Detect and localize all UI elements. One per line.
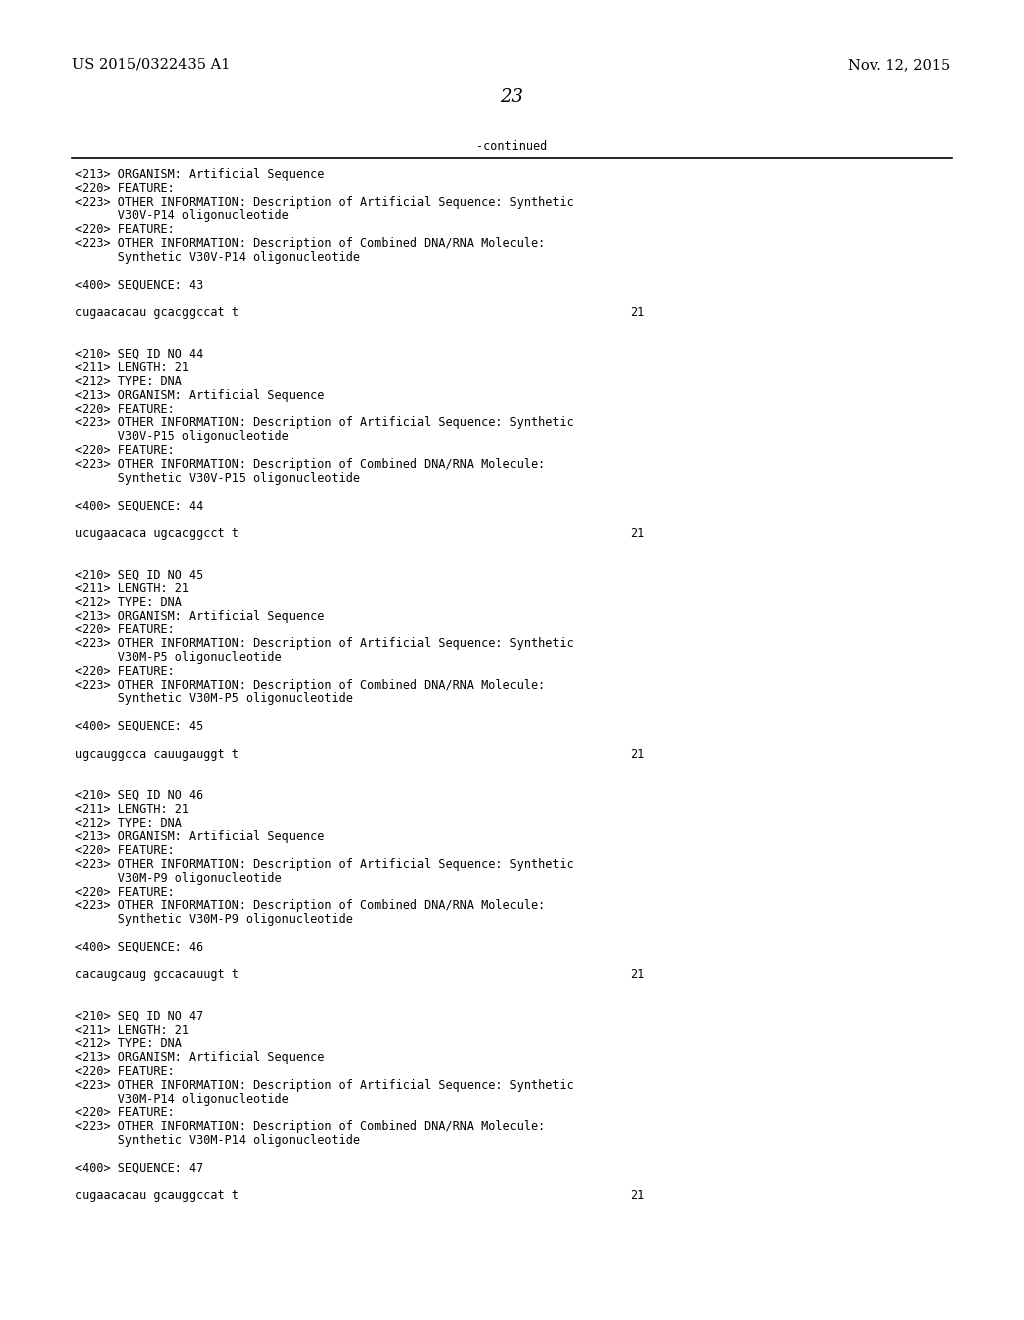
Text: ucugaacaca ugcacggcct t: ucugaacaca ugcacggcct t: [75, 527, 239, 540]
Text: <223> OTHER INFORMATION: Description of Artificial Sequence: Synthetic: <223> OTHER INFORMATION: Description of …: [75, 858, 573, 871]
Text: V30M-P5 oligonucleotide: V30M-P5 oligonucleotide: [75, 651, 282, 664]
Text: 21: 21: [630, 747, 644, 760]
Text: <223> OTHER INFORMATION: Description of Combined DNA/RNA Molecule:: <223> OTHER INFORMATION: Description of …: [75, 458, 545, 471]
Text: <223> OTHER INFORMATION: Description of Combined DNA/RNA Molecule:: <223> OTHER INFORMATION: Description of …: [75, 1121, 545, 1133]
Text: <220> FEATURE:: <220> FEATURE:: [75, 1065, 175, 1078]
Text: <210> SEQ ID NO 46: <210> SEQ ID NO 46: [75, 789, 203, 803]
Text: <213> ORGANISM: Artificial Sequence: <213> ORGANISM: Artificial Sequence: [75, 830, 325, 843]
Text: <223> OTHER INFORMATION: Description of Artificial Sequence: Synthetic: <223> OTHER INFORMATION: Description of …: [75, 195, 573, 209]
Text: Nov. 12, 2015: Nov. 12, 2015: [848, 58, 950, 73]
Text: -continued: -continued: [476, 140, 548, 153]
Text: <211> LENGTH: 21: <211> LENGTH: 21: [75, 582, 189, 595]
Text: <213> ORGANISM: Artificial Sequence: <213> ORGANISM: Artificial Sequence: [75, 389, 325, 401]
Text: V30M-P14 oligonucleotide: V30M-P14 oligonucleotide: [75, 1093, 289, 1106]
Text: <400> SEQUENCE: 44: <400> SEQUENCE: 44: [75, 499, 203, 512]
Text: Synthetic V30M-P5 oligonucleotide: Synthetic V30M-P5 oligonucleotide: [75, 693, 353, 705]
Text: <400> SEQUENCE: 46: <400> SEQUENCE: 46: [75, 941, 203, 954]
Text: <220> FEATURE:: <220> FEATURE:: [75, 845, 175, 857]
Text: 21: 21: [630, 969, 644, 981]
Text: <223> OTHER INFORMATION: Description of Artificial Sequence: Synthetic: <223> OTHER INFORMATION: Description of …: [75, 1078, 573, 1092]
Text: <220> FEATURE:: <220> FEATURE:: [75, 444, 175, 457]
Text: <212> TYPE: DNA: <212> TYPE: DNA: [75, 817, 182, 829]
Text: <220> FEATURE:: <220> FEATURE:: [75, 403, 175, 416]
Text: <210> SEQ ID NO 44: <210> SEQ ID NO 44: [75, 347, 203, 360]
Text: <212> TYPE: DNA: <212> TYPE: DNA: [75, 1038, 182, 1051]
Text: <400> SEQUENCE: 47: <400> SEQUENCE: 47: [75, 1162, 203, 1175]
Text: <213> ORGANISM: Artificial Sequence: <213> ORGANISM: Artificial Sequence: [75, 1051, 325, 1064]
Text: <213> ORGANISM: Artificial Sequence: <213> ORGANISM: Artificial Sequence: [75, 168, 325, 181]
Text: Synthetic V30V-P14 oligonucleotide: Synthetic V30V-P14 oligonucleotide: [75, 251, 360, 264]
Text: <223> OTHER INFORMATION: Description of Artificial Sequence: Synthetic: <223> OTHER INFORMATION: Description of …: [75, 638, 573, 651]
Text: Synthetic V30M-P9 oligonucleotide: Synthetic V30M-P9 oligonucleotide: [75, 913, 353, 927]
Text: 21: 21: [630, 527, 644, 540]
Text: V30M-P9 oligonucleotide: V30M-P9 oligonucleotide: [75, 871, 282, 884]
Text: <223> OTHER INFORMATION: Description of Combined DNA/RNA Molecule:: <223> OTHER INFORMATION: Description of …: [75, 238, 545, 249]
Text: V30V-P14 oligonucleotide: V30V-P14 oligonucleotide: [75, 210, 289, 222]
Text: <220> FEATURE:: <220> FEATURE:: [75, 623, 175, 636]
Text: cugaacacau gcauggccat t: cugaacacau gcauggccat t: [75, 1189, 239, 1203]
Text: <213> ORGANISM: Artificial Sequence: <213> ORGANISM: Artificial Sequence: [75, 610, 325, 623]
Text: ugcauggcca cauugauggt t: ugcauggcca cauugauggt t: [75, 747, 239, 760]
Text: 21: 21: [630, 1189, 644, 1203]
Text: <220> FEATURE:: <220> FEATURE:: [75, 223, 175, 236]
Text: cacaugcaug gccacauugt t: cacaugcaug gccacauugt t: [75, 969, 239, 981]
Text: <211> LENGTH: 21: <211> LENGTH: 21: [75, 803, 189, 816]
Text: <210> SEQ ID NO 47: <210> SEQ ID NO 47: [75, 1010, 203, 1023]
Text: <210> SEQ ID NO 45: <210> SEQ ID NO 45: [75, 568, 203, 581]
Text: <212> TYPE: DNA: <212> TYPE: DNA: [75, 375, 182, 388]
Text: <400> SEQUENCE: 43: <400> SEQUENCE: 43: [75, 279, 203, 292]
Text: <223> OTHER INFORMATION: Description of Combined DNA/RNA Molecule:: <223> OTHER INFORMATION: Description of …: [75, 678, 545, 692]
Text: <220> FEATURE:: <220> FEATURE:: [75, 182, 175, 195]
Text: <400> SEQUENCE: 45: <400> SEQUENCE: 45: [75, 719, 203, 733]
Text: <211> LENGTH: 21: <211> LENGTH: 21: [75, 362, 189, 374]
Text: Synthetic V30M-P14 oligonucleotide: Synthetic V30M-P14 oligonucleotide: [75, 1134, 360, 1147]
Text: <223> OTHER INFORMATION: Description of Combined DNA/RNA Molecule:: <223> OTHER INFORMATION: Description of …: [75, 899, 545, 912]
Text: cugaacacau gcacggccat t: cugaacacau gcacggccat t: [75, 306, 239, 319]
Text: Synthetic V30V-P15 oligonucleotide: Synthetic V30V-P15 oligonucleotide: [75, 471, 360, 484]
Text: 23: 23: [501, 88, 523, 106]
Text: V30V-P15 oligonucleotide: V30V-P15 oligonucleotide: [75, 430, 289, 444]
Text: <220> FEATURE:: <220> FEATURE:: [75, 886, 175, 899]
Text: <223> OTHER INFORMATION: Description of Artificial Sequence: Synthetic: <223> OTHER INFORMATION: Description of …: [75, 416, 573, 429]
Text: <220> FEATURE:: <220> FEATURE:: [75, 665, 175, 677]
Text: <211> LENGTH: 21: <211> LENGTH: 21: [75, 1023, 189, 1036]
Text: <220> FEATURE:: <220> FEATURE:: [75, 1106, 175, 1119]
Text: US 2015/0322435 A1: US 2015/0322435 A1: [72, 58, 230, 73]
Text: 21: 21: [630, 306, 644, 319]
Text: <212> TYPE: DNA: <212> TYPE: DNA: [75, 595, 182, 609]
